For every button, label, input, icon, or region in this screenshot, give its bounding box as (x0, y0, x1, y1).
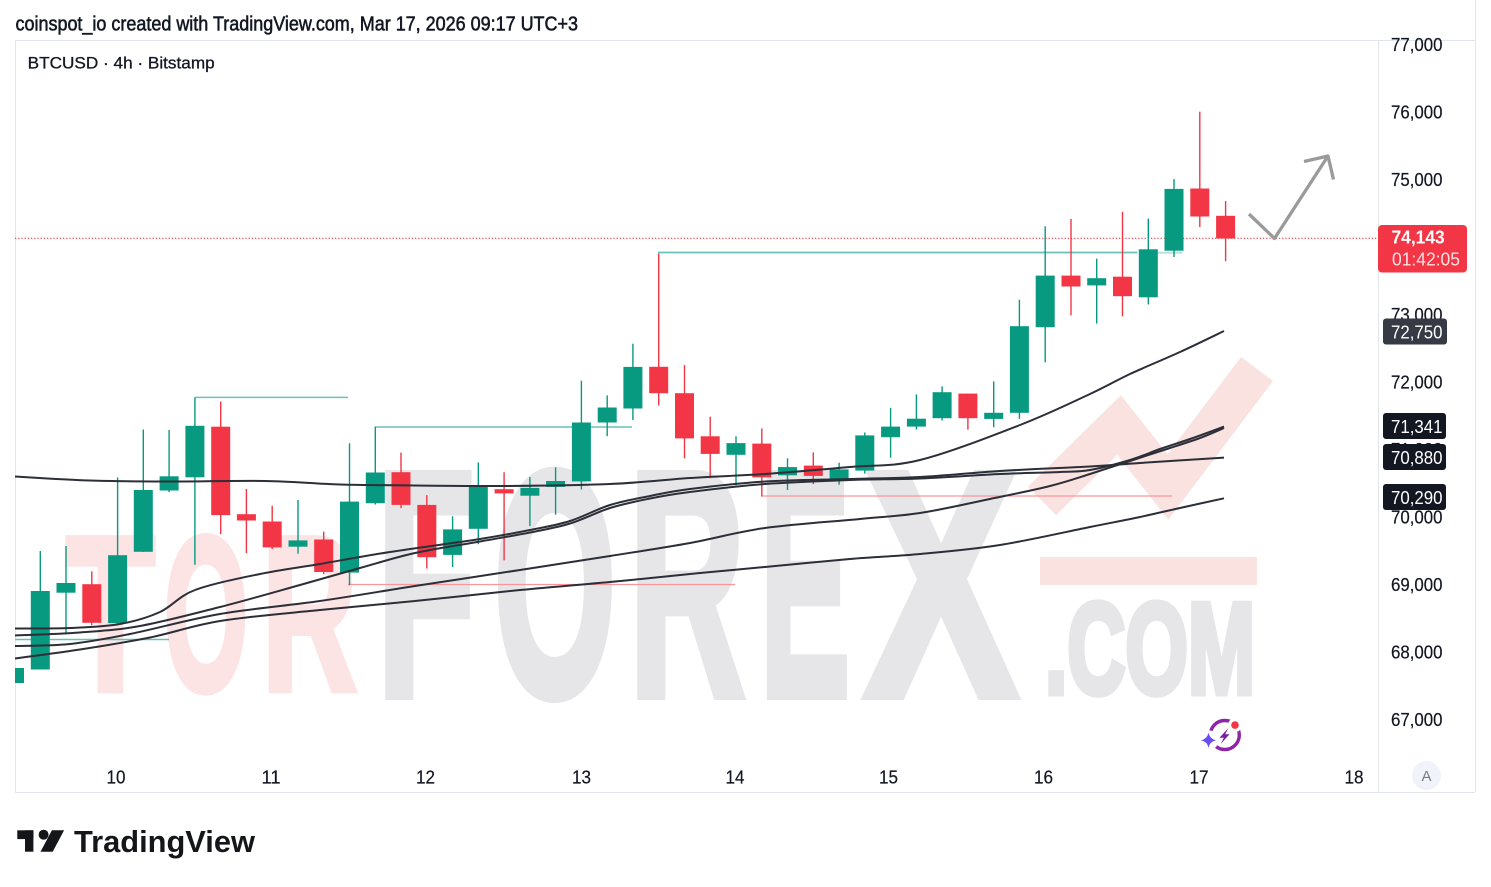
svg-text:16: 16 (1034, 766, 1053, 787)
svg-text:75,000: 75,000 (1391, 169, 1443, 190)
svg-text:70,290: 70,290 (1391, 487, 1443, 508)
svg-text:10: 10 (107, 766, 126, 787)
svg-text:72,750: 72,750 (1391, 321, 1443, 342)
svg-text:13: 13 (572, 766, 591, 787)
svg-text:A: A (1421, 768, 1431, 785)
svg-text:BTCUSD · 4h · Bitstamp: BTCUSD · 4h · Bitstamp (28, 55, 215, 73)
svg-text:76,000: 76,000 (1391, 101, 1443, 122)
svg-text:E: E (760, 405, 850, 763)
svg-text:17: 17 (1190, 766, 1209, 787)
svg-text:X: X (865, 405, 1018, 763)
svg-text:18: 18 (1345, 766, 1364, 787)
svg-text:.COM: .COM (1045, 577, 1255, 721)
svg-text:70,880: 70,880 (1391, 447, 1443, 468)
svg-text:67,000: 67,000 (1391, 709, 1443, 730)
svg-text:O: O (164, 491, 248, 737)
svg-text:77,000: 77,000 (1391, 34, 1443, 55)
svg-text:68,000: 68,000 (1391, 641, 1443, 662)
svg-text:01:42:05: 01:42:05 (1392, 250, 1460, 270)
svg-text:TradingView: TradingView (74, 825, 255, 859)
svg-text:72,000: 72,000 (1391, 371, 1443, 392)
svg-text:70,000: 70,000 (1391, 506, 1443, 527)
svg-text:69,000: 69,000 (1391, 574, 1443, 595)
svg-text:74,143: 74,143 (1392, 228, 1445, 248)
svg-text:15: 15 (879, 766, 898, 787)
svg-text:11: 11 (262, 766, 281, 787)
svg-text:14: 14 (726, 766, 745, 787)
svg-text:coinspot_io created with Tradi: coinspot_io created with TradingView.com… (16, 14, 579, 36)
svg-text:12: 12 (416, 766, 435, 787)
svg-text:71,341: 71,341 (1391, 416, 1443, 437)
